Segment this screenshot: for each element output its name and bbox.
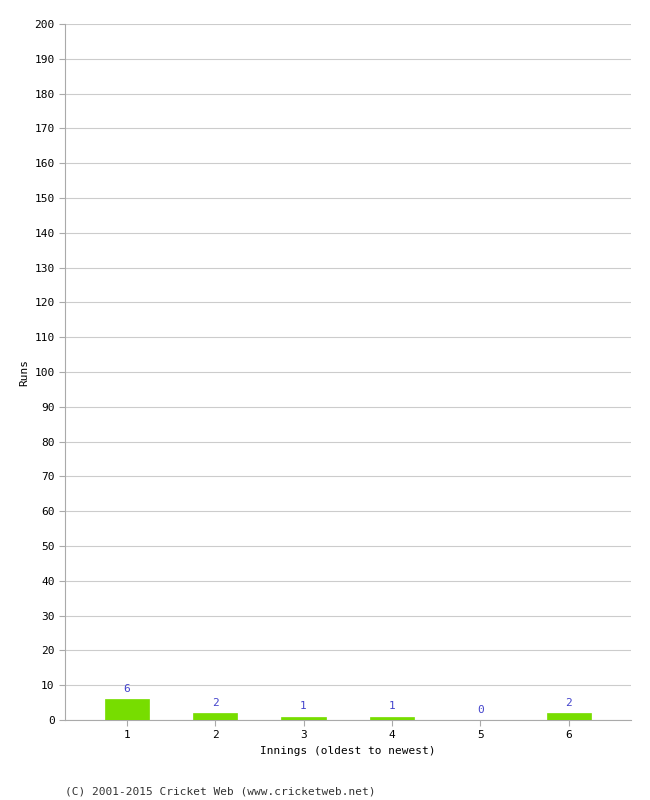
Text: 2: 2	[212, 698, 218, 708]
Bar	[547, 713, 591, 720]
Y-axis label: Runs: Runs	[19, 358, 29, 386]
Bar	[193, 713, 237, 720]
Text: 2: 2	[566, 698, 572, 708]
Bar	[281, 717, 326, 720]
Text: (C) 2001-2015 Cricket Web (www.cricketweb.net): (C) 2001-2015 Cricket Web (www.cricketwe…	[65, 786, 376, 796]
Text: 6: 6	[124, 684, 130, 694]
Text: 1: 1	[389, 702, 395, 711]
X-axis label: Innings (oldest to newest): Innings (oldest to newest)	[260, 746, 436, 756]
Text: 0: 0	[477, 705, 484, 714]
Text: 1: 1	[300, 702, 307, 711]
Bar	[370, 717, 414, 720]
Bar	[105, 699, 149, 720]
